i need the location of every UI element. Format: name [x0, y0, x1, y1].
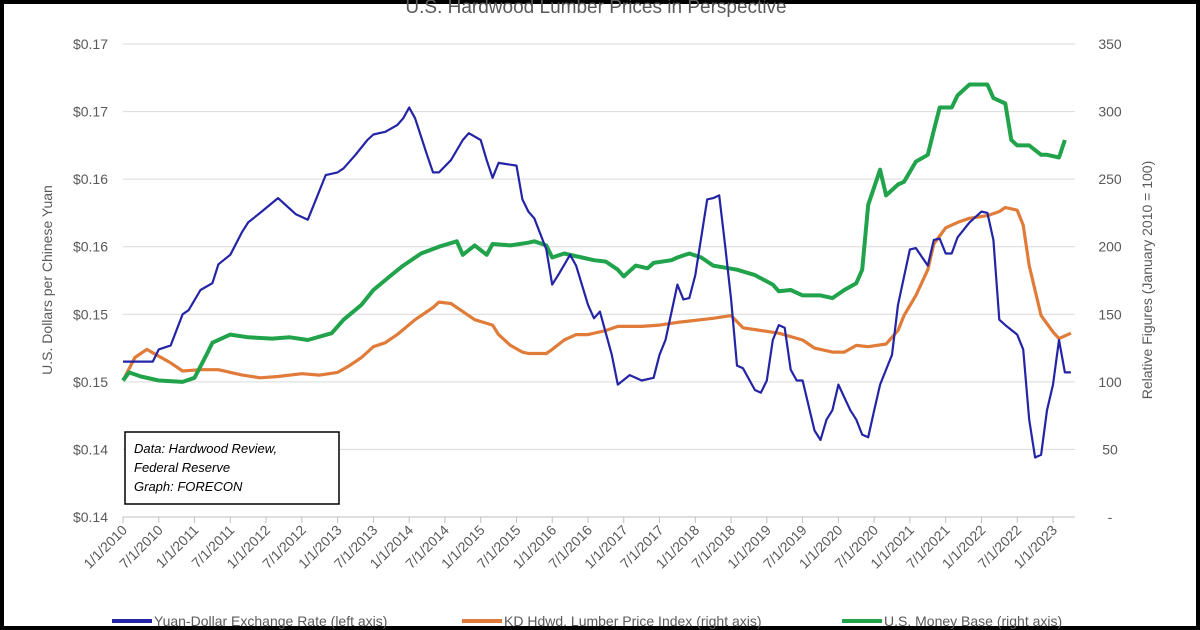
annotation-box [124, 431, 340, 505]
chart-title: U.S. Hardwood Lumber Prices in Perspecti… [405, 0, 786, 18]
left-axis-title: U.S. Dollars per Chinese Yuan [39, 185, 55, 375]
right-axis-ticks: 350 300 250 200 150 100 50 - [1098, 36, 1122, 525]
left-tick-label: $0.15 [73, 306, 108, 322]
right-axis-title: Relative Figures (January 2010 = 100) [1139, 161, 1155, 400]
left-tick-label: $0.17 [73, 104, 108, 120]
series-line-lumber [121, 205, 1072, 382]
right-tick-label: 350 [1098, 36, 1122, 52]
left-tick-label: $0.16 [73, 239, 108, 255]
series-lines [121, 82, 1072, 459]
right-tick-label: 150 [1098, 306, 1122, 322]
right-tick-label: - [1108, 509, 1113, 525]
left-tick-label: $0.14 [73, 509, 108, 525]
annotation-line: Federal Reserve [134, 460, 230, 475]
right-tick-label: 250 [1098, 171, 1122, 187]
left-tick-label: $0.16 [73, 171, 108, 187]
series-line-money-base [121, 82, 1067, 384]
left-axis-ticks: $0.17 $0.17 $0.16 $0.16 $0.15 $0.15 $0.14 $0.14 [73, 36, 108, 525]
left-tick-label: $0.17 [73, 36, 108, 52]
x-axis-ticks: 1/1/20107/1/20101/1/20117/1/20111/1/2012… [80, 516, 1075, 572]
annotation-line: Data: Hardwood Review, [134, 441, 277, 456]
legend: Yuan-Dollar Exchange Rate (left axis) KD… [112, 613, 1062, 629]
legend-label-yuan: Yuan-Dollar Exchange Rate (left axis) [154, 613, 387, 629]
right-tick-label: 50 [1102, 441, 1118, 457]
left-tick-label: $0.15 [73, 374, 108, 390]
source-annotation: Data: Hardwood Review, Federal Reserve G… [124, 431, 340, 505]
right-tick-label: 100 [1098, 374, 1122, 390]
right-tick-label: 300 [1098, 104, 1122, 120]
legend-label-money-base: U.S. Money Base (right axis) [884, 613, 1062, 629]
series-line-yuan [123, 106, 1071, 459]
left-tick-label: $0.14 [73, 441, 108, 457]
annotation-line: Graph: FORECON [134, 479, 243, 494]
legend-label-lumber: KD Hdwd. Lumber Price Index (right axis) [504, 613, 762, 629]
right-tick-label: 200 [1098, 239, 1122, 255]
